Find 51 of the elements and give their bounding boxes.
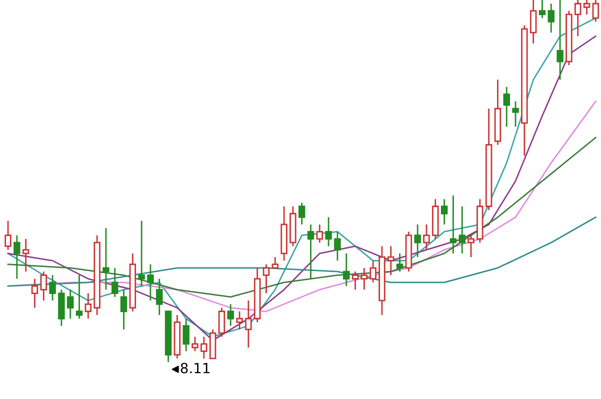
candlestick: [352, 270, 359, 290]
candlestick: [360, 267, 368, 290]
candlestick: [468, 234, 474, 258]
candlestick: [84, 292, 92, 320]
candlestick: [49, 274, 56, 302]
candlestick: [66, 288, 74, 320]
candlestick: [22, 238, 30, 272]
candlestick: [31, 278, 38, 308]
candlestick: [548, 2, 555, 34]
candlestick: [388, 246, 394, 276]
candlestick: [458, 206, 466, 254]
candlestick: [592, 0, 600, 22]
candlestick: [423, 224, 430, 251]
candlestick: [76, 274, 83, 320]
candlestick: [298, 202, 306, 226]
candlestick: [307, 224, 314, 280]
candlestick: [530, 0, 537, 44]
candlestick: [396, 252, 404, 272]
candlestick: [414, 224, 421, 258]
candlestick: [334, 231, 341, 262]
candlestick: [440, 198, 448, 226]
candlestick: [574, 0, 582, 37]
candlestick: [4, 220, 12, 251]
candlestick: [200, 336, 208, 360]
candlestick: [245, 300, 252, 348]
candlestick: [156, 278, 163, 316]
candlestick: [503, 86, 510, 128]
candlestick: [147, 264, 154, 302]
text: 8.11: [180, 362, 210, 374]
candlestick: [111, 267, 118, 298]
candlestick: [192, 336, 198, 352]
candlestick: [583, 0, 590, 16]
candlestick: [236, 310, 243, 330]
candlestick: [102, 227, 110, 290]
candlestick: [538, 0, 546, 19]
candlestick: [40, 270, 47, 302]
candlestick: [370, 260, 376, 284]
candlestick: [138, 220, 145, 287]
candlestick: [218, 307, 226, 338]
candlestick: [342, 252, 350, 287]
candlestick: [325, 216, 332, 247]
candlestick: [182, 318, 190, 352]
candlestick: [512, 100, 519, 128]
candlestick: [316, 224, 324, 244]
candlestick: [450, 194, 457, 254]
candlestick: [227, 303, 234, 327]
candlestick: [556, 0, 564, 80]
candlestick: [120, 288, 128, 330]
candlestick: [14, 234, 20, 280]
candlestick: [262, 264, 270, 294]
candlestick: [272, 256, 278, 269]
